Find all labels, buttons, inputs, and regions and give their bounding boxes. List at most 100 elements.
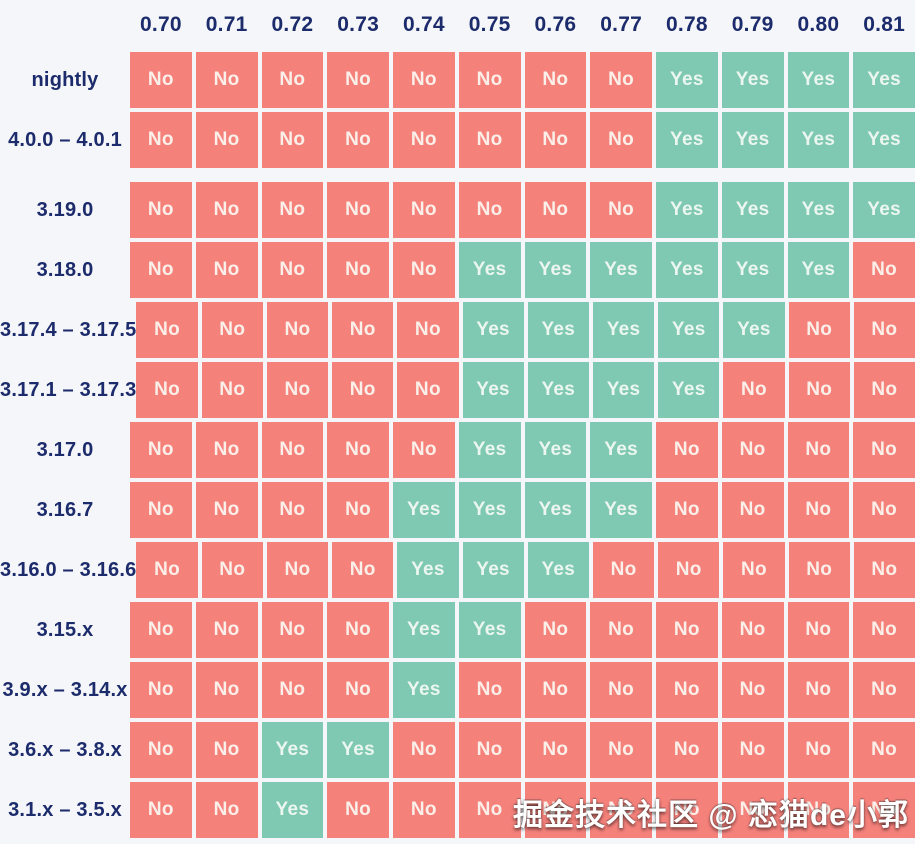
row-cells: No No No No No Yes Yes Yes No No No No: [130, 422, 915, 478]
matrix-cell: Yes: [787, 182, 850, 238]
matrix-cell: No: [327, 182, 389, 238]
matrix-cell: Yes: [787, 242, 850, 298]
matrix-cell: Yes: [721, 52, 784, 108]
row-label: 3.17.4 – 3.17.5: [0, 318, 137, 341]
row-label: nightly: [31, 68, 99, 91]
matrix-cell: No: [261, 182, 324, 238]
matrix-cell: No: [656, 602, 718, 658]
matrix-cell: No: [853, 242, 915, 298]
table-row: nightly No No No No No No No No Yes Yes Yes Yes: [0, 52, 915, 108]
matrix-cell: Yes: [524, 482, 587, 538]
matrix-cell: Yes: [853, 112, 915, 168]
row-label: 3.19.0: [36, 198, 94, 221]
column-header: 0.75: [468, 13, 511, 36]
row-label: 3.17.0: [36, 438, 94, 461]
matrix-cell: Yes: [261, 782, 324, 838]
matrix-cell: Yes: [656, 52, 718, 108]
compatibility-matrix: nightly No No No No No No No No Yes Yes Yes Yes 4.0.0…: [0, 52, 915, 842]
matrix-cell: No: [853, 302, 915, 358]
matrix-cell: Yes: [853, 182, 915, 238]
table-row: 3.18.0 No No No No No Yes Yes Yes Yes Yes Yes No: [0, 242, 915, 298]
matrix-cell: No: [130, 602, 192, 658]
matrix-cell: No: [261, 662, 324, 718]
matrix-cell: No: [130, 242, 192, 298]
matrix-cell: No: [787, 602, 850, 658]
row-cells: No No No No No Yes Yes Yes Yes Yes No No: [136, 302, 915, 358]
matrix-cell: No: [195, 602, 258, 658]
matrix-cell: No: [658, 542, 720, 598]
matrix-cell: No: [656, 482, 718, 538]
matrix-cell: No: [393, 52, 455, 108]
matrix-cell: No: [721, 602, 784, 658]
matrix-cell: Yes: [527, 362, 589, 418]
matrix-cell: No: [195, 52, 258, 108]
matrix-cell: No: [327, 242, 389, 298]
matrix-cell: No: [787, 422, 850, 478]
matrix-cell: No: [788, 362, 850, 418]
matrix-cell: No: [590, 182, 652, 238]
matrix-cell: No: [656, 722, 718, 778]
matrix-cell: No: [201, 542, 263, 598]
row-label: 3.9.x – 3.14.x: [2, 678, 128, 701]
matrix-cell: No: [327, 662, 389, 718]
row-cells: No No No No Yes No No No No No No No: [130, 662, 915, 718]
matrix-cell: Yes: [458, 242, 521, 298]
matrix-cell: Yes: [590, 242, 652, 298]
matrix-cell: No: [656, 782, 718, 838]
matrix-cell: Yes: [853, 52, 915, 108]
matrix-cell: Yes: [656, 242, 718, 298]
matrix-cell: No: [458, 782, 521, 838]
matrix-cell: No: [136, 542, 198, 598]
matrix-cell: Yes: [393, 662, 455, 718]
matrix-cell: No: [524, 112, 587, 168]
matrix-cell: No: [130, 182, 192, 238]
matrix-cell: No: [788, 302, 850, 358]
table-row: 3.6.x – 3.8.x No No Yes Yes No No No No No No No No: [0, 722, 915, 778]
matrix-cell: No: [130, 662, 192, 718]
matrix-cell: No: [458, 722, 521, 778]
matrix-cell: Yes: [393, 482, 455, 538]
matrix-cell: No: [787, 662, 850, 718]
matrix-cell: No: [393, 112, 455, 168]
matrix-cell: No: [201, 302, 263, 358]
column-header: 0.76: [534, 13, 577, 36]
matrix-cell: No: [656, 662, 718, 718]
matrix-cell: No: [721, 662, 784, 718]
matrix-cell: No: [332, 362, 394, 418]
matrix-cell: No: [266, 302, 329, 358]
matrix-cell: Yes: [658, 362, 720, 418]
row-label: 3.16.0 – 3.16.6: [0, 558, 137, 581]
matrix-cell: No: [195, 662, 258, 718]
matrix-cell: No: [393, 182, 455, 238]
matrix-cell: No: [195, 242, 258, 298]
matrix-cell: Yes: [658, 302, 720, 358]
matrix-cell: No: [201, 362, 263, 418]
matrix-cell: No: [590, 722, 652, 778]
matrix-cell: No: [721, 482, 784, 538]
matrix-cell: Yes: [527, 542, 589, 598]
matrix-cell: No: [327, 782, 389, 838]
matrix-cell: No: [327, 52, 389, 108]
matrix-cell: No: [853, 722, 915, 778]
matrix-cell: No: [393, 782, 455, 838]
matrix-cell: Yes: [462, 542, 524, 598]
matrix-cell: No: [397, 302, 459, 358]
matrix-cell: Yes: [397, 542, 459, 598]
column-header: 0.74: [403, 13, 445, 36]
matrix-cell: No: [130, 422, 192, 478]
matrix-cell: No: [130, 482, 192, 538]
matrix-cell: Yes: [458, 482, 521, 538]
matrix-cell: No: [592, 542, 655, 598]
section-divider-gap: [0, 172, 915, 182]
matrix-cell: No: [261, 602, 324, 658]
row-label: 3.17.1 – 3.17.3: [0, 378, 137, 401]
matrix-cell: Yes: [458, 422, 521, 478]
matrix-cell: No: [393, 422, 455, 478]
matrix-cell: No: [656, 422, 718, 478]
matrix-cell: No: [590, 112, 652, 168]
matrix-cell: No: [266, 542, 329, 598]
row-cells: No No No No No Yes Yes Yes Yes No No No: [136, 362, 915, 418]
matrix-cell: No: [723, 542, 785, 598]
matrix-cell: No: [327, 112, 389, 168]
matrix-cell: Yes: [462, 362, 524, 418]
